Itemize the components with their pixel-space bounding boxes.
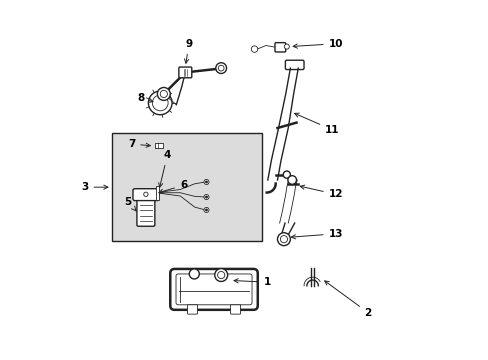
Text: 3: 3 (81, 182, 108, 192)
Text: 9: 9 (184, 39, 192, 63)
FancyBboxPatch shape (230, 305, 240, 314)
Circle shape (284, 44, 289, 49)
Circle shape (251, 46, 257, 52)
Text: 11: 11 (294, 113, 339, 135)
Circle shape (283, 171, 290, 178)
Circle shape (189, 269, 199, 279)
Text: 8: 8 (137, 93, 153, 103)
FancyBboxPatch shape (137, 196, 155, 226)
Circle shape (287, 176, 296, 184)
Circle shape (148, 91, 172, 115)
Text: 5: 5 (124, 197, 136, 211)
Bar (155, 143, 163, 148)
Text: 2: 2 (324, 281, 371, 318)
Bar (155, 185, 159, 200)
Circle shape (214, 269, 227, 282)
Circle shape (277, 233, 290, 246)
FancyBboxPatch shape (179, 67, 191, 78)
Text: 1: 1 (234, 277, 271, 287)
Text: 13: 13 (291, 229, 343, 239)
Bar (112, 134, 262, 241)
FancyBboxPatch shape (285, 60, 304, 69)
Circle shape (203, 194, 208, 199)
Text: 4: 4 (158, 150, 171, 187)
Text: 10: 10 (293, 39, 343, 49)
Circle shape (157, 87, 170, 100)
Circle shape (215, 63, 226, 73)
Circle shape (205, 196, 207, 198)
FancyBboxPatch shape (170, 269, 257, 310)
Circle shape (203, 180, 208, 184)
FancyBboxPatch shape (274, 42, 285, 52)
Text: 6: 6 (159, 180, 187, 193)
Circle shape (205, 181, 207, 183)
FancyBboxPatch shape (133, 189, 159, 201)
Circle shape (203, 207, 208, 212)
Text: 7: 7 (127, 139, 150, 149)
Text: 12: 12 (300, 185, 343, 199)
FancyBboxPatch shape (187, 305, 197, 314)
Circle shape (205, 209, 207, 211)
